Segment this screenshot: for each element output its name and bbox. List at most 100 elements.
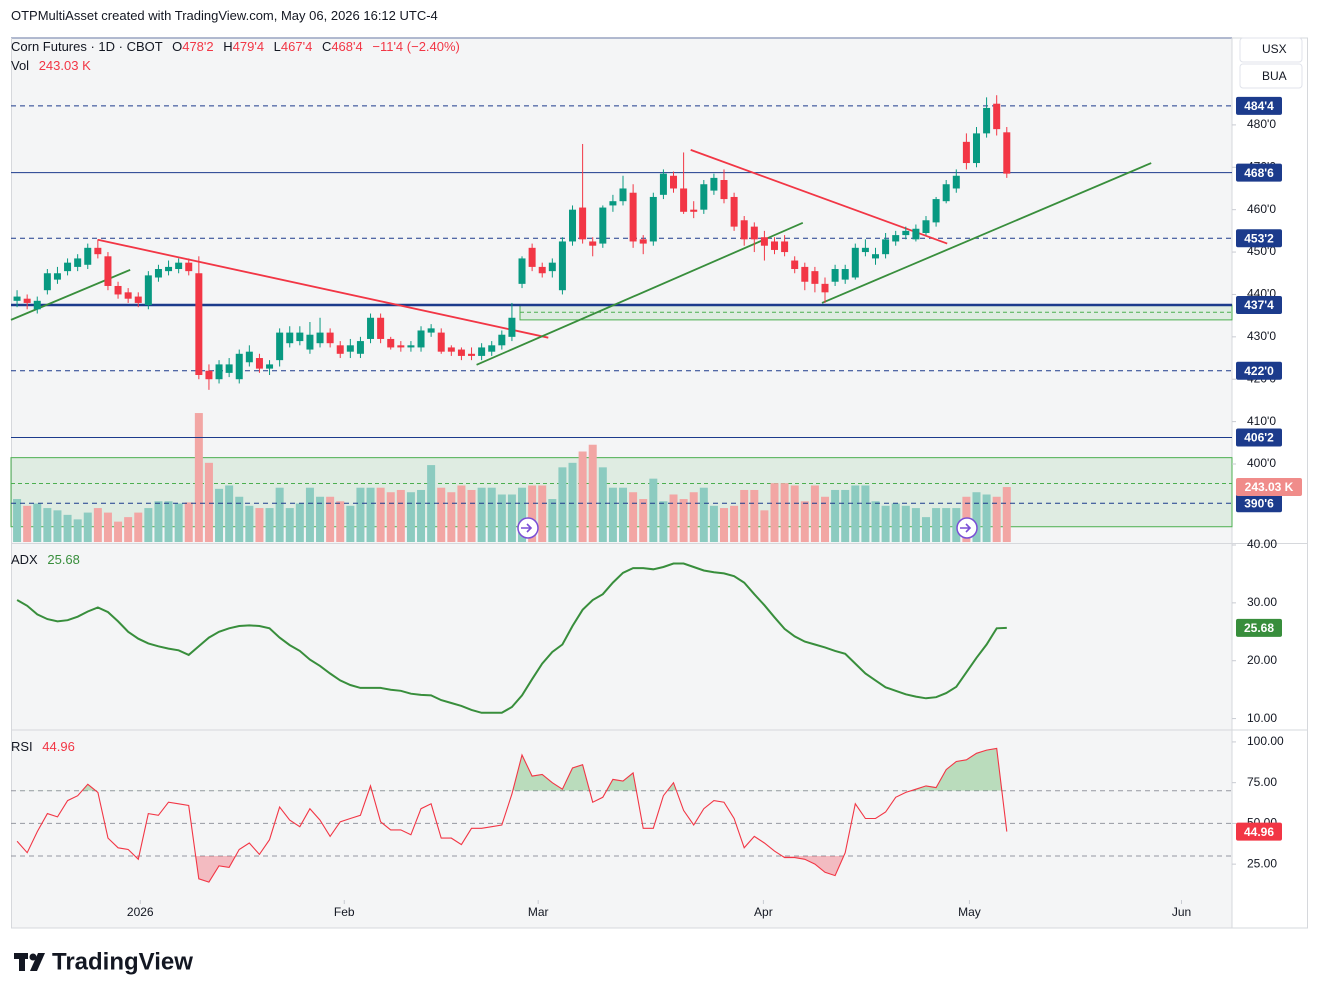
volume-bar bbox=[73, 519, 82, 542]
candle-body bbox=[518, 258, 526, 284]
volume-bar bbox=[134, 512, 143, 542]
x-tick-label: May bbox=[958, 905, 981, 919]
level-tag bbox=[1236, 361, 1282, 380]
candle-body bbox=[912, 228, 920, 240]
level-tag-label: 422'0 bbox=[1244, 364, 1274, 378]
volume-bar bbox=[891, 503, 900, 542]
ohlc-key: O bbox=[172, 39, 183, 54]
volume-bar bbox=[336, 501, 345, 542]
y-tick-label: 480'0 bbox=[1247, 117, 1276, 131]
candle-body bbox=[629, 192, 637, 242]
candle-body bbox=[760, 237, 768, 246]
level-tag-label: 468'6 bbox=[1244, 166, 1274, 180]
candle-body bbox=[670, 175, 678, 189]
credit: OTPMultiAsset created with TradingView.c… bbox=[11, 8, 438, 23]
volume-bar bbox=[831, 489, 840, 542]
volume-bar bbox=[376, 487, 385, 542]
candle-body bbox=[599, 207, 607, 244]
candle-body bbox=[144, 275, 152, 306]
candle-body bbox=[245, 351, 253, 363]
unit-box[interactable] bbox=[1239, 63, 1303, 89]
candle-body bbox=[64, 262, 72, 272]
volume-bar bbox=[528, 485, 537, 542]
volume-bar bbox=[932, 508, 941, 542]
volume-bar bbox=[649, 478, 658, 542]
volume-bar bbox=[881, 505, 890, 542]
volume-bar bbox=[720, 508, 729, 542]
y-tick-label: 10.00 bbox=[1247, 711, 1277, 725]
candle-body bbox=[478, 347, 486, 356]
candle-body bbox=[417, 330, 425, 348]
value-tag-label: 44.96 bbox=[1244, 825, 1274, 839]
candle-body bbox=[205, 370, 213, 380]
ohlc-value: 468'4 bbox=[331, 39, 363, 54]
unit: BUA bbox=[1262, 69, 1287, 83]
currency-box[interactable] bbox=[1239, 37, 1303, 63]
ohlc-value: 478'2 bbox=[182, 39, 214, 54]
volume-bar bbox=[821, 496, 829, 542]
level-tag bbox=[1236, 229, 1282, 248]
candle-body bbox=[619, 188, 627, 202]
volume-bar bbox=[23, 505, 32, 542]
volume-bar bbox=[174, 503, 183, 542]
level-tag-label: 484'4 bbox=[1244, 99, 1274, 113]
candle-body bbox=[730, 196, 738, 227]
y-tick-label: 75.00 bbox=[1247, 775, 1277, 789]
trendline bbox=[476, 221, 804, 366]
candle-body bbox=[23, 298, 31, 303]
y-tick-label: 40.00 bbox=[1247, 537, 1277, 551]
volume-bar bbox=[255, 508, 264, 542]
volume-bar bbox=[730, 505, 739, 542]
oversold-fill bbox=[134, 855, 844, 883]
candle-body bbox=[74, 258, 82, 267]
rsi-title: RSI bbox=[11, 739, 33, 754]
ohlc-value: 479'4 bbox=[232, 39, 265, 54]
candle-body bbox=[548, 262, 556, 272]
x-tick-label: Apr bbox=[754, 905, 773, 919]
candle-body bbox=[336, 345, 344, 354]
volume-tag bbox=[1236, 478, 1302, 497]
event-markers[interactable] bbox=[517, 517, 978, 539]
currency: USX bbox=[1262, 42, 1287, 56]
candle-body bbox=[892, 235, 900, 242]
volume-bar bbox=[13, 499, 22, 542]
candle-body bbox=[286, 332, 294, 344]
rsi-value: 44.96 bbox=[42, 739, 75, 754]
candle-body bbox=[235, 353, 243, 380]
x-tick-label: 2026 bbox=[127, 905, 154, 919]
volume-bar bbox=[992, 496, 1001, 542]
candle-body bbox=[690, 209, 698, 212]
candle-body bbox=[528, 247, 536, 267]
candle-body bbox=[468, 353, 476, 356]
candle-body bbox=[750, 226, 758, 240]
volume-bar bbox=[709, 505, 718, 542]
volume-bar bbox=[518, 487, 527, 542]
volume-bar bbox=[558, 467, 567, 542]
volume-bar bbox=[356, 487, 365, 542]
indicator-line bbox=[16, 747, 1008, 883]
candle-body bbox=[821, 283, 829, 293]
candle-body bbox=[538, 266, 546, 274]
volume-bar bbox=[114, 521, 123, 542]
candle-body bbox=[922, 220, 930, 233]
volume-bar bbox=[921, 517, 930, 542]
volume-bar bbox=[366, 487, 375, 542]
candle-body bbox=[861, 247, 869, 253]
volume-bar bbox=[790, 485, 799, 542]
candle-body bbox=[710, 177, 718, 191]
volume-bar bbox=[93, 508, 102, 542]
volume-bar bbox=[447, 492, 456, 542]
candle-body bbox=[801, 266, 809, 282]
candle-body bbox=[659, 173, 667, 195]
volume-bar bbox=[659, 501, 668, 542]
volume-bar bbox=[740, 489, 749, 542]
value-tag-label: 25.68 bbox=[1244, 621, 1274, 635]
volume-bar bbox=[154, 501, 163, 542]
volume-bar bbox=[780, 483, 789, 542]
volume-bar bbox=[406, 492, 415, 542]
candle-body bbox=[316, 332, 324, 344]
level-tag-label: 437'4 bbox=[1244, 298, 1274, 312]
volume-bar bbox=[800, 501, 809, 542]
candle-body bbox=[609, 201, 617, 206]
volume-bar bbox=[598, 467, 607, 542]
